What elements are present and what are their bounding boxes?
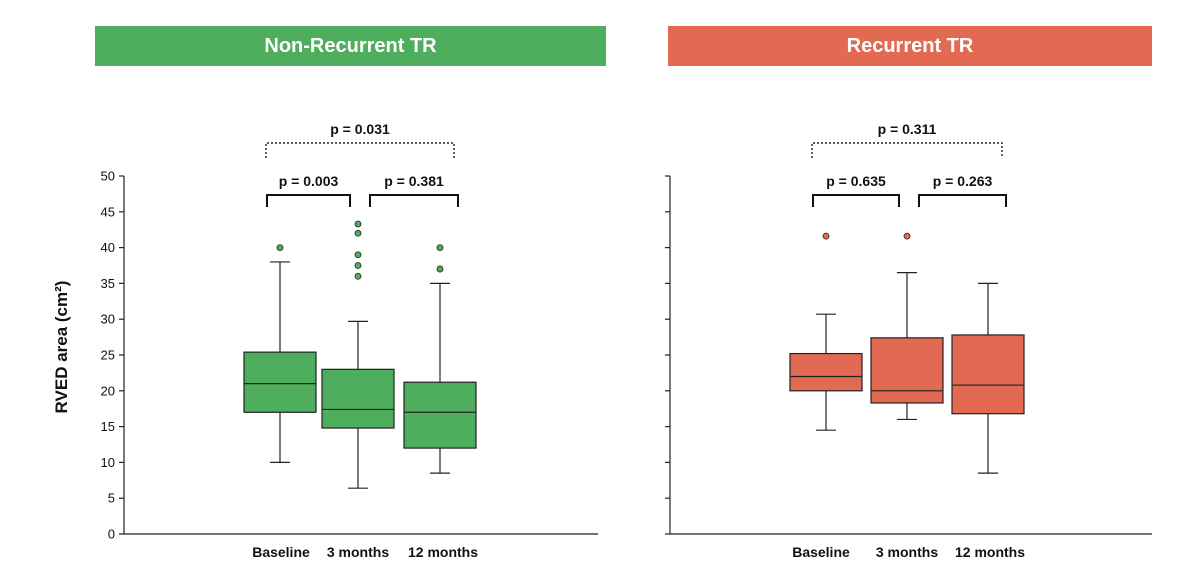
- outlier-point: [276, 244, 284, 252]
- box-baseline: [789, 352, 863, 392]
- y-tick-label: 10: [101, 455, 115, 470]
- box-12-months: [951, 334, 1025, 415]
- y-tick-label: 20: [101, 383, 115, 398]
- outlier-point: [354, 220, 362, 228]
- significance-bracket-overall: [811, 142, 1003, 158]
- box-3-months: [321, 368, 395, 429]
- x-category-label: 12 months: [955, 544, 1025, 560]
- y-tick-label: 50: [101, 169, 115, 184]
- outlier-point: [354, 251, 362, 259]
- x-category-label: 3 months: [327, 544, 389, 560]
- y-tick-label: 35: [101, 276, 115, 291]
- y-tick-label: 0: [108, 527, 115, 542]
- y-tick-label: 45: [101, 204, 115, 219]
- p-value-label: p = 0.381: [384, 173, 444, 189]
- y-tick-label: 40: [101, 240, 115, 255]
- significance-bracket: [918, 194, 1007, 207]
- y-tick-label: 25: [101, 348, 115, 363]
- significance-bracket-overall: [265, 142, 455, 158]
- non-recurrent-banner: Non-Recurrent TR: [95, 26, 606, 66]
- y-tick-label: 30: [101, 312, 115, 327]
- significance-bracket: [266, 194, 351, 207]
- outlier-point: [354, 272, 362, 280]
- outlier-point: [903, 232, 911, 240]
- x-category-label: Baseline: [792, 544, 850, 560]
- outlier-point: [822, 232, 830, 240]
- y-tick-label: 5: [108, 491, 115, 506]
- box-12-months: [403, 381, 477, 449]
- box-baseline: [243, 351, 317, 413]
- outlier-point: [436, 244, 444, 252]
- box-3-months: [870, 337, 944, 404]
- x-category-label: 3 months: [876, 544, 938, 560]
- y-axis-label: RVED area (cm²): [52, 281, 71, 414]
- significance-bracket: [369, 194, 459, 207]
- recurrent-banner: Recurrent TR: [668, 26, 1152, 66]
- p-value-label: p = 0.263: [933, 173, 993, 189]
- x-category-label: Baseline: [252, 544, 310, 560]
- y-tick-label: 15: [101, 419, 115, 434]
- p-value-label: p = 0.311: [878, 121, 937, 137]
- p-value-label: p = 0.635: [826, 173, 886, 189]
- p-value-label: p = 0.003: [279, 173, 339, 189]
- outlier-point: [354, 229, 362, 237]
- outlier-point: [354, 262, 362, 269]
- significance-bracket: [812, 194, 900, 207]
- outlier-point: [436, 265, 444, 273]
- p-value-label: p = 0.031: [330, 121, 390, 137]
- x-category-label: 12 months: [408, 544, 478, 560]
